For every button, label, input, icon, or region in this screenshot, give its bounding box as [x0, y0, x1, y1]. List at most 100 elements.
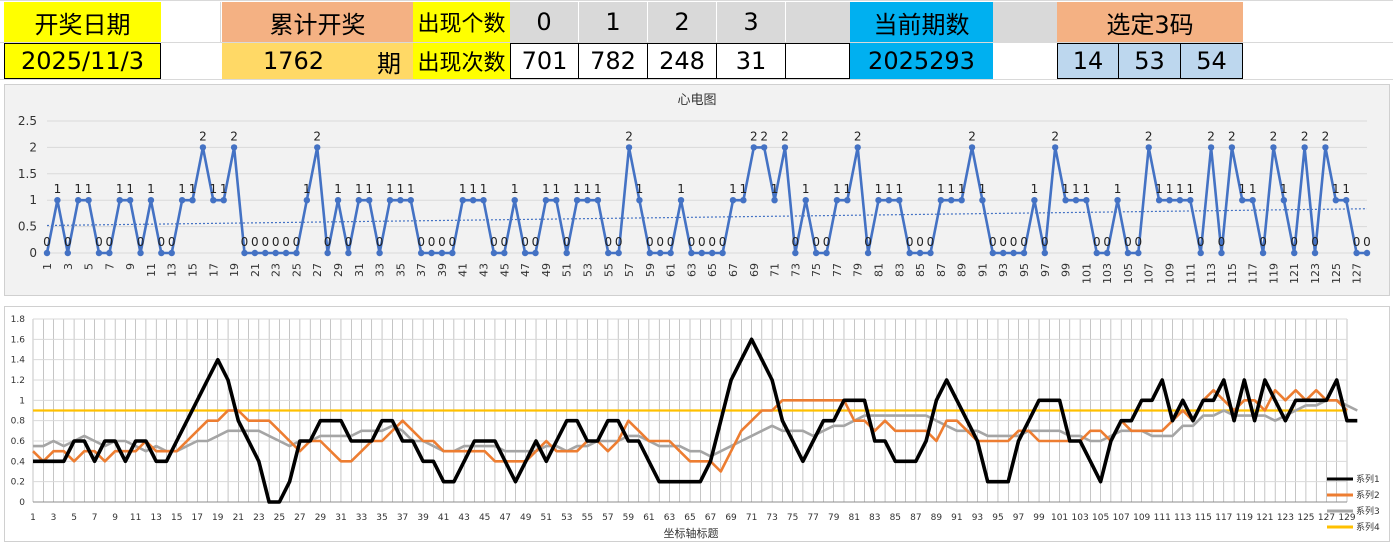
x-tick-label: 115 [1226, 263, 1239, 284]
x-tick-label: 87 [910, 513, 921, 523]
data-point [1207, 144, 1215, 151]
x-tick-label: 103 [1072, 513, 1089, 523]
data-point [1145, 144, 1152, 151]
y-tick-label: 0.2 [11, 478, 25, 488]
x-tick-label: 91 [976, 263, 989, 277]
data-point [563, 249, 570, 257]
y-tick-label: 0 [19, 498, 25, 508]
data-point [303, 197, 311, 204]
data-point [1103, 249, 1111, 257]
x-tick-label: 17 [207, 263, 220, 277]
x-tick-label: 125 [1330, 263, 1343, 284]
empty-cell[interactable] [786, 2, 850, 42]
ecg-chart-panel[interactable]: 心电图 0 0.5 1 1.5 2 2.5 1 3 5 7 9 11 13 15 17 19 21 23 25 27 29… [4, 84, 1390, 296]
data-point [1072, 197, 1080, 204]
data-label: 1 [85, 182, 93, 196]
data-point [1062, 197, 1069, 204]
y-tick-label: 0.5 [18, 220, 37, 234]
data-point [480, 197, 487, 204]
data-label: 1 [958, 182, 966, 196]
series-3-line [33, 399, 1358, 458]
data-point [1051, 144, 1059, 151]
x-tick-label: 43 [478, 263, 491, 277]
empty-cell[interactable] [161, 43, 221, 79]
empty-cell[interactable] [786, 43, 850, 79]
x-tick-label: 81 [849, 513, 860, 523]
data-label: 1 [1332, 182, 1340, 196]
data-point [1031, 197, 1038, 204]
data-point [334, 197, 342, 204]
data-point [158, 249, 165, 257]
y-tick-label: 2 [29, 140, 37, 154]
data-label: 0 [792, 235, 800, 249]
times-label: 出现次数 [413, 43, 510, 79]
x-tick-label: 105 [1092, 513, 1109, 523]
data-label: 0 [563, 235, 571, 249]
empty-cell[interactable] [993, 2, 1057, 42]
digit-0: 0 [510, 2, 579, 42]
data-label: 1 [126, 182, 134, 196]
data-point [719, 249, 726, 257]
y-tick-label: 1.2 [11, 376, 25, 386]
x-tick-label: 45 [498, 263, 511, 277]
selected-value-2: 53 [1119, 43, 1181, 79]
series-2-line [32, 388, 1348, 473]
data-label: 1 [677, 182, 685, 196]
current-period-label: 当前期数 [850, 2, 993, 42]
data-point [293, 249, 300, 257]
data-label: 1 [1166, 182, 1174, 196]
empty-cell[interactable] [993, 43, 1057, 79]
data-point [698, 249, 706, 257]
data-label: 0 [656, 235, 664, 249]
data-label: 0 [1197, 235, 1205, 249]
times-0: 701 [510, 43, 579, 79]
legend-label: 系列1 [1356, 473, 1380, 485]
data-point [428, 249, 435, 257]
data-point [708, 249, 716, 257]
x-tick-label: 69 [748, 263, 761, 277]
x-tick-label: 97 [1013, 513, 1024, 523]
y-tick-label: 1.8 [11, 315, 26, 325]
data-label: 0 [1218, 235, 1226, 249]
data-label: 1 [365, 182, 373, 196]
y-tick-label: 1 [29, 193, 37, 207]
data-label: 0 [1259, 235, 1267, 249]
x-tick-label: 83 [893, 263, 906, 277]
data-label: 1 [1176, 182, 1184, 196]
x-tick-label: 13 [166, 263, 179, 277]
x-tick-label: 79 [852, 263, 865, 277]
data-label: 0 [293, 235, 301, 249]
x-tick-label: 107 [1113, 513, 1130, 523]
data-point [885, 197, 893, 204]
ratio-chart-panel[interactable]: 0 0.2 0.4 0.6 0.8 1 1.2 1.4 1.6 1.8 1 3 5 7 9 11 13 15 17 1… [4, 306, 1390, 542]
x-tick-label: 113 [1205, 263, 1218, 284]
data-label: 2 [760, 129, 768, 143]
x-tick-label: 51 [541, 513, 552, 523]
x-tick-label: 29 [315, 513, 327, 523]
x-tick-label: 5 [83, 263, 96, 270]
x-tick-label: 121 [1256, 513, 1273, 523]
data-point [1187, 197, 1194, 204]
data-label: 0 [864, 235, 872, 249]
total-draws-label: 累计开奖 [222, 2, 413, 42]
sheet-gridline [0, 0, 1393, 1]
data-label: 0 [906, 235, 914, 249]
data-point [636, 197, 643, 204]
times-3: 31 [717, 43, 786, 79]
data-label: 2 [854, 129, 862, 143]
data-point [750, 144, 757, 151]
data-label: 0 [812, 235, 820, 249]
empty-cell[interactable] [161, 2, 221, 42]
data-label: 1 [178, 182, 186, 196]
data-point [397, 197, 404, 204]
data-point [771, 197, 778, 204]
x-tick-label: 51 [561, 263, 574, 277]
data-label: 2 [625, 129, 633, 143]
data-label: 0 [667, 235, 675, 249]
data-label: 0 [345, 235, 353, 249]
x-tick-label: 123 [1309, 263, 1322, 284]
x-tick-label: 33 [356, 513, 367, 523]
x-tick-label: 21 [233, 513, 244, 523]
x-tick-label: 13 [150, 513, 161, 523]
x-tick-label: 91 [951, 513, 962, 523]
